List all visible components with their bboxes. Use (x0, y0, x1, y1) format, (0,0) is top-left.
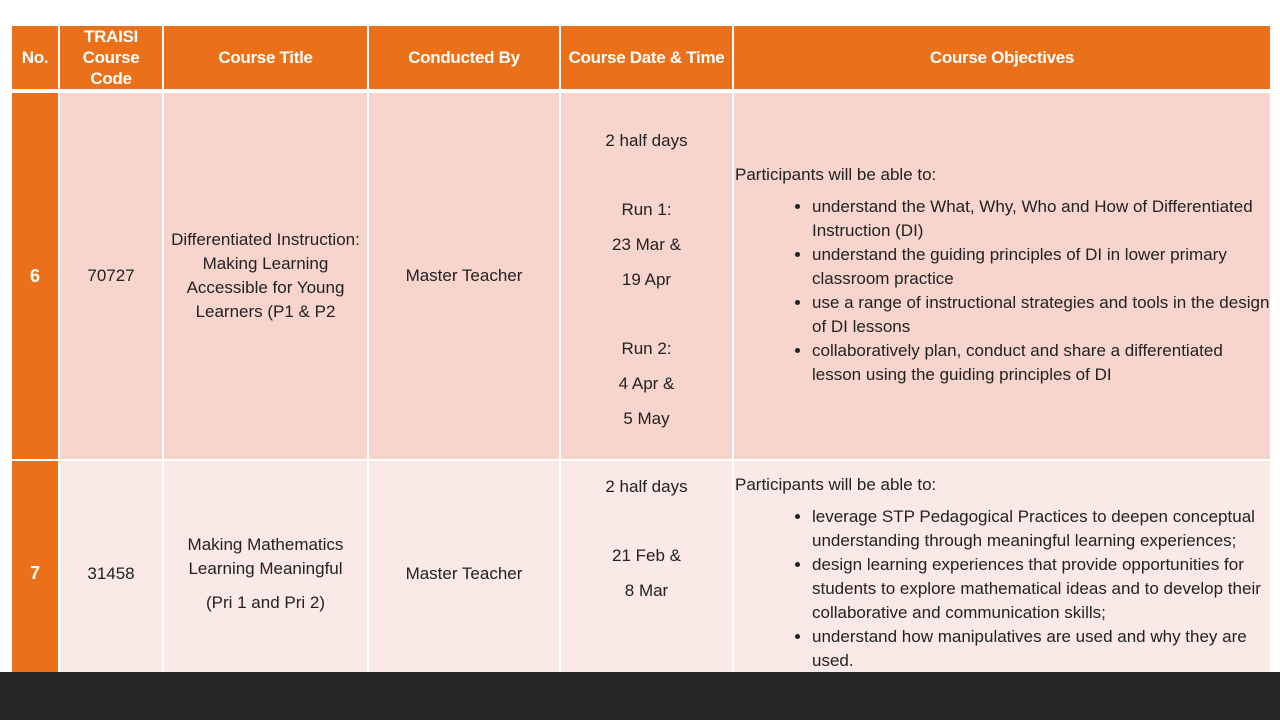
date-line: Run 2: (621, 339, 672, 358)
header-course-objectives: Course Objectives (732, 24, 1272, 92)
header-code-line: Course Code (82, 48, 140, 88)
course-title-line: Accessible for Young (186, 278, 345, 297)
objective-item: design learning experiences that provide… (812, 553, 1270, 625)
date-line: 19 Apr (621, 270, 672, 289)
objectives-list: leverage STP Pedagogical Practices to de… (734, 505, 1270, 673)
course-objectives: Participants will be able to: leverage S… (732, 459, 1272, 688)
date-line: Run 1: (621, 200, 672, 219)
course-title-line: (Pri 1 and Pri 2) (205, 592, 326, 612)
date-line: 23 Mar & (612, 235, 681, 254)
conducted-by: Master Teacher (367, 459, 561, 688)
course-title-line: Learning Meaningful (188, 558, 343, 578)
course-code: 31458 (58, 459, 164, 688)
objectives-list: understand the What, Why, Who and How of… (734, 195, 1270, 387)
header-course-date-time: Course Date & Time (559, 24, 734, 92)
header-no: No. (10, 24, 60, 92)
header-course-title: Course Title (162, 24, 369, 92)
date-line: 21 Feb & (612, 546, 681, 565)
course-title-line: Differentiated Instruction: (171, 230, 360, 249)
header-conducted-by: Conducted By (367, 24, 561, 92)
row-number: 7 (10, 459, 60, 688)
course-date-time: 2 half days Run 1: 23 Mar & 19 Apr Run 2… (559, 90, 734, 461)
objective-item: use a range of instructional strategies … (812, 291, 1270, 339)
objective-item: understand the guiding principles of DI … (812, 243, 1270, 291)
objectives-intro: Participants will be able to: (735, 165, 937, 184)
course-title-line: Learners (P1 & P2 (195, 302, 336, 321)
objective-item: understand the What, Why, Who and How of… (812, 195, 1270, 243)
header-code-line: TRAISI (84, 27, 138, 46)
course-title-line: Making Learning (202, 254, 329, 273)
course-date-time: 2 half days 21 Feb & 8 Mar (559, 459, 734, 688)
conducted-by: Master Teacher (367, 90, 561, 461)
footer-bar (0, 672, 1280, 720)
date-line: 5 May (623, 409, 670, 428)
date-line: 2 half days (605, 477, 688, 496)
header-row: No. TRAISI Course Code Course Title Cond… (10, 24, 1272, 92)
course-title: Making Mathematics Learning Meaningful (… (162, 459, 369, 688)
slide: No. TRAISI Course Code Course Title Cond… (0, 0, 1280, 672)
course-objectives: Participants will be able to: understand… (732, 90, 1272, 461)
date-line: 2 half days (605, 131, 688, 150)
table-row: 6 70727 Differentiated Instruction: Maki… (10, 90, 1272, 461)
row-number: 6 (10, 90, 60, 461)
objective-item: leverage STP Pedagogical Practices to de… (812, 505, 1270, 553)
date-line: 8 Mar (624, 581, 669, 600)
course-title-line: Making Mathematics (187, 534, 344, 554)
objective-item: understand how manipulatives are used an… (812, 625, 1270, 673)
course-title: Differentiated Instruction: Making Learn… (162, 90, 369, 461)
objectives-intro: Participants will be able to: (735, 475, 937, 494)
date-line: 4 Apr & (618, 374, 675, 393)
table-row: 7 31458 Making Mathematics Learning Mean… (10, 459, 1272, 688)
courses-table: No. TRAISI Course Code Course Title Cond… (10, 24, 1272, 688)
course-code: 70727 (58, 90, 164, 461)
header-course-code: TRAISI Course Code (58, 24, 164, 92)
objective-item: collaboratively plan, conduct and share … (812, 339, 1270, 387)
